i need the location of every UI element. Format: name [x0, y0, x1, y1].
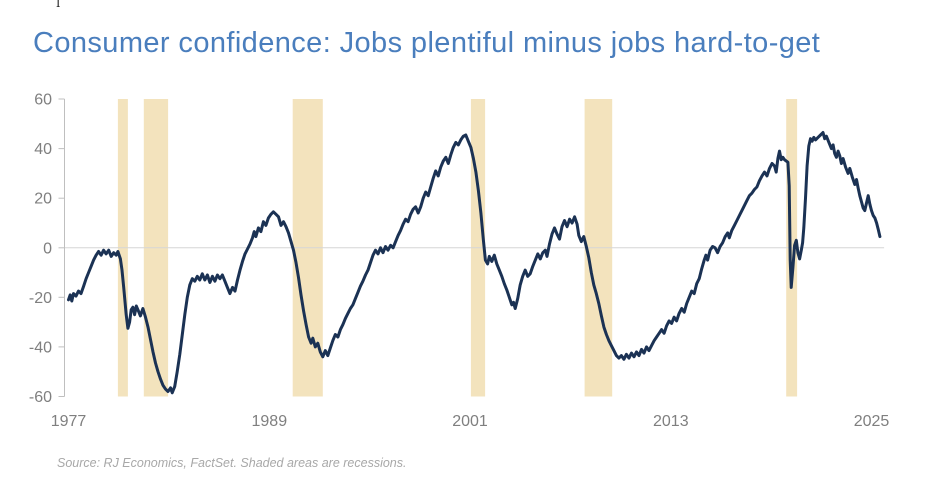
y-axis-label: 60 [34, 92, 52, 109]
y-axis-label: 0 [43, 240, 52, 257]
x-axis-label: 2013 [653, 413, 689, 430]
y-axis-label: -20 [29, 290, 52, 307]
y-axis-label: 40 [34, 141, 52, 158]
x-axis-label: 1989 [252, 413, 288, 430]
chart-title: Consumer confidence: Jobs plentiful minu… [33, 27, 821, 59]
x-axis-label: 1977 [51, 413, 87, 430]
x-axis-label: 2001 [452, 413, 488, 430]
x-axis-label: 2025 [854, 413, 890, 430]
y-axis-label: 20 [34, 191, 52, 208]
source-note: Source: RJ Economics, FactSet. Shaded ar… [57, 456, 407, 470]
series-line [67, 131, 882, 395]
text-cursor-artifact: I [56, 0, 61, 10]
y-axis-label: -40 [29, 339, 52, 356]
y-axis-label: -60 [29, 389, 52, 406]
